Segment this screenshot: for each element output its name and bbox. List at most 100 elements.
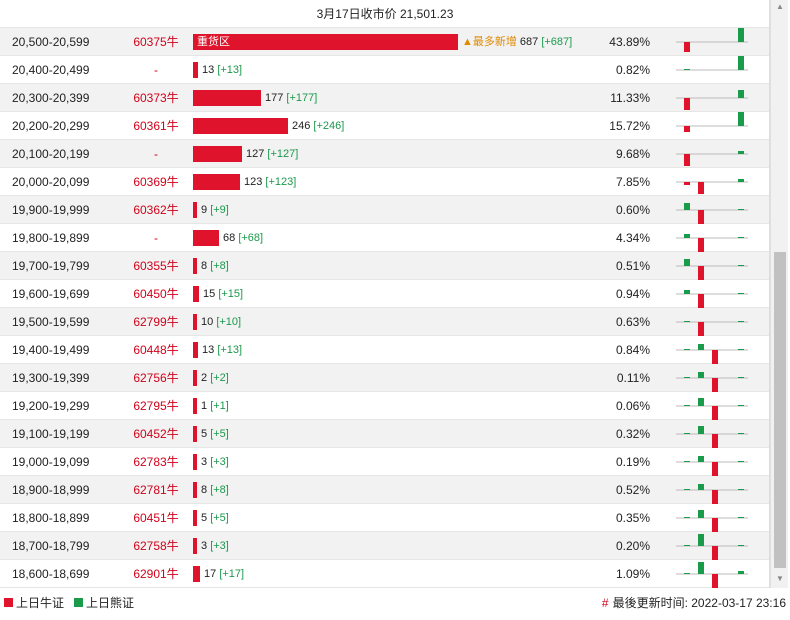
count-value: 127 <box>246 148 265 160</box>
cbbc-code-link[interactable]: 60452牛 <box>133 427 179 441</box>
cbbc-code-link[interactable]: 62781牛 <box>133 483 179 497</box>
bar-value-text: ▲最多新增 687 [+687] <box>462 34 572 50</box>
cbbc-code-link[interactable]: 62799牛 <box>133 315 179 329</box>
bar-value-text: 5 [+5] <box>201 426 229 442</box>
sparkline-bar <box>738 571 744 574</box>
cbbc-code-link[interactable]: 62901牛 <box>133 567 179 581</box>
cbbc-code-link[interactable]: 60451牛 <box>133 511 179 525</box>
sparkline-bar <box>738 265 744 266</box>
cbbc-code-link[interactable]: 60448牛 <box>133 343 179 357</box>
table-row[interactable]: 19,000-19,099 62783牛 3 [+3] 0.19% <box>0 448 769 476</box>
price-range: 19,700-19,799 <box>12 259 90 273</box>
table-row[interactable]: 20,200-20,299 60361牛 246 [+246] 15.72% <box>0 112 769 140</box>
cbbc-code-link[interactable]: 62758牛 <box>133 539 179 553</box>
cbbc-code-link[interactable]: 60362牛 <box>133 203 179 217</box>
sparkline-bar <box>738 237 744 238</box>
table-row[interactable]: 18,600-18,699 62901牛 17 [+17] 1.09% <box>0 560 769 588</box>
table-row[interactable]: 20,400-20,499 - 13 [+13] 0.82% <box>0 56 769 84</box>
cbbc-code-link[interactable]: 62795牛 <box>133 399 179 413</box>
trend-sparkline <box>676 290 748 308</box>
bar-value-text: 10 [+10] <box>201 314 241 330</box>
table-row[interactable]: 20,000-20,099 60369牛 123 [+123] 7.85% <box>0 168 769 196</box>
table-row[interactable]: 19,500-19,599 62799牛 10 [+10] 0.63% <box>0 308 769 336</box>
sparkline-bar <box>738 56 744 70</box>
sparkline-bar <box>698 534 704 546</box>
quantity-bar <box>193 286 199 302</box>
table-row[interactable]: 20,300-20,399 60373牛 177 [+177] 11.33% <box>0 84 769 112</box>
bar-value-text: 127 [+127] <box>246 146 298 162</box>
scroll-up-arrow-icon[interactable]: ▲ <box>776 2 784 11</box>
cbbc-code-link[interactable]: 60369牛 <box>133 175 179 189</box>
quantity-bar <box>193 202 197 218</box>
cbbc-code-link[interactable]: 60375牛 <box>133 35 179 49</box>
sparkline-bar <box>738 293 744 294</box>
change-value: [+8] <box>210 260 229 272</box>
sparkline-bar <box>698 210 704 224</box>
bar-value-text: 3 [+3] <box>201 538 229 554</box>
change-value: [+17] <box>219 568 245 580</box>
quantity-bar <box>193 62 198 78</box>
table-row[interactable]: 19,300-19,399 62756牛 2 [+2] 0.11% <box>0 364 769 392</box>
trend-sparkline <box>676 112 748 132</box>
cbbc-code-link[interactable]: 60355牛 <box>133 259 179 273</box>
change-value: [+123] <box>265 176 297 188</box>
percentage-value: 4.34% <box>615 231 650 245</box>
table-row[interactable]: 19,100-19,199 60452牛 5 [+5] 0.32% <box>0 420 769 448</box>
count-value: 1 <box>201 400 208 412</box>
sparkline-bar <box>684 290 690 294</box>
table-row[interactable]: 18,900-18,999 62781牛 8 [+8] 0.52% <box>0 476 769 504</box>
trend-sparkline <box>676 398 748 420</box>
table-row[interactable]: 19,400-19,499 60448牛 13 [+13] 0.84% <box>0 336 769 364</box>
scroll-thumb[interactable] <box>774 252 786 568</box>
sparkline-bar <box>698 484 704 490</box>
table-row[interactable]: 19,800-19,899 - 68 [+68] 4.34% <box>0 224 769 252</box>
quantity-bar <box>193 566 200 582</box>
cbbc-code-link[interactable]: 60450牛 <box>133 287 179 301</box>
trend-sparkline <box>676 179 748 194</box>
bar-cell: 重货区 ▲最多新增 687 [+687] <box>193 34 572 50</box>
bar-cell: 3 [+3] <box>193 454 229 470</box>
count-value: 687 <box>519 36 539 48</box>
cbbc-code-link[interactable]: 62783牛 <box>133 455 179 469</box>
quantity-bar <box>193 538 197 554</box>
scroll-down-arrow-icon[interactable]: ▼ <box>776 574 784 583</box>
bar-value-text: 15 [+15] <box>203 286 243 302</box>
table-row[interactable]: 20,500-20,599 60375牛 重货区 ▲最多新增 687 [+687] 43.… <box>0 28 769 56</box>
trend-sparkline <box>676 151 748 166</box>
percentage-value: 0.60% <box>615 203 650 217</box>
sparkline-bar <box>712 462 718 476</box>
sparkline-bar <box>738 489 744 490</box>
count-value: 17 <box>204 568 217 580</box>
change-value: [+177] <box>286 92 318 104</box>
sparkline-bar <box>684 405 690 406</box>
trend-sparkline <box>676 344 748 364</box>
cbbc-code-link[interactable]: 60373牛 <box>133 91 179 105</box>
bar-value-text: 13 [+13] <box>202 342 242 358</box>
count-value: 68 <box>223 232 236 244</box>
cbbc-code-link: - <box>154 147 158 161</box>
table-row[interactable]: 20,100-20,199 - 127 [+127] 9.68% <box>0 140 769 168</box>
table-row[interactable]: 19,700-19,799 60355牛 8 [+8] 0.51% <box>0 252 769 280</box>
bar-value-text: 8 [+8] <box>201 258 229 274</box>
sparkline-bar <box>738 112 744 126</box>
sparkline-bar <box>712 378 718 392</box>
cbbc-code-link[interactable]: 60361牛 <box>133 119 179 133</box>
price-range: 19,600-19,699 <box>12 287 90 301</box>
bear-swatch-icon <box>74 598 84 607</box>
table-row[interactable]: 18,800-18,899 60451牛 5 [+5] 0.35% <box>0 504 769 532</box>
sparkline-bar <box>684 182 690 185</box>
table-row[interactable]: 19,600-19,699 60450牛 15 [+15] 0.94% <box>0 280 769 308</box>
table-row[interactable]: 19,200-19,299 62795牛 1 [+1] 0.06% <box>0 392 769 420</box>
cbbc-code-link[interactable]: 62756牛 <box>133 371 179 385</box>
bar-value-text: 5 [+5] <box>201 510 229 526</box>
trend-sparkline <box>676 484 748 504</box>
sparkline-bar <box>698 562 704 574</box>
sparkline-bar <box>738 179 744 182</box>
table-row[interactable]: 19,900-19,999 60362牛 9 [+9] 0.60% <box>0 196 769 224</box>
vertical-scrollbar[interactable]: ▲ ▼ <box>770 0 788 588</box>
trend-sparkline <box>676 28 748 52</box>
sparkline-bar <box>738 349 744 350</box>
percentage-value: 0.06% <box>615 399 650 413</box>
bar-cell: 13 [+13] <box>193 342 242 358</box>
table-row[interactable]: 18,700-18,799 62758牛 3 [+3] 0.20% <box>0 532 769 560</box>
